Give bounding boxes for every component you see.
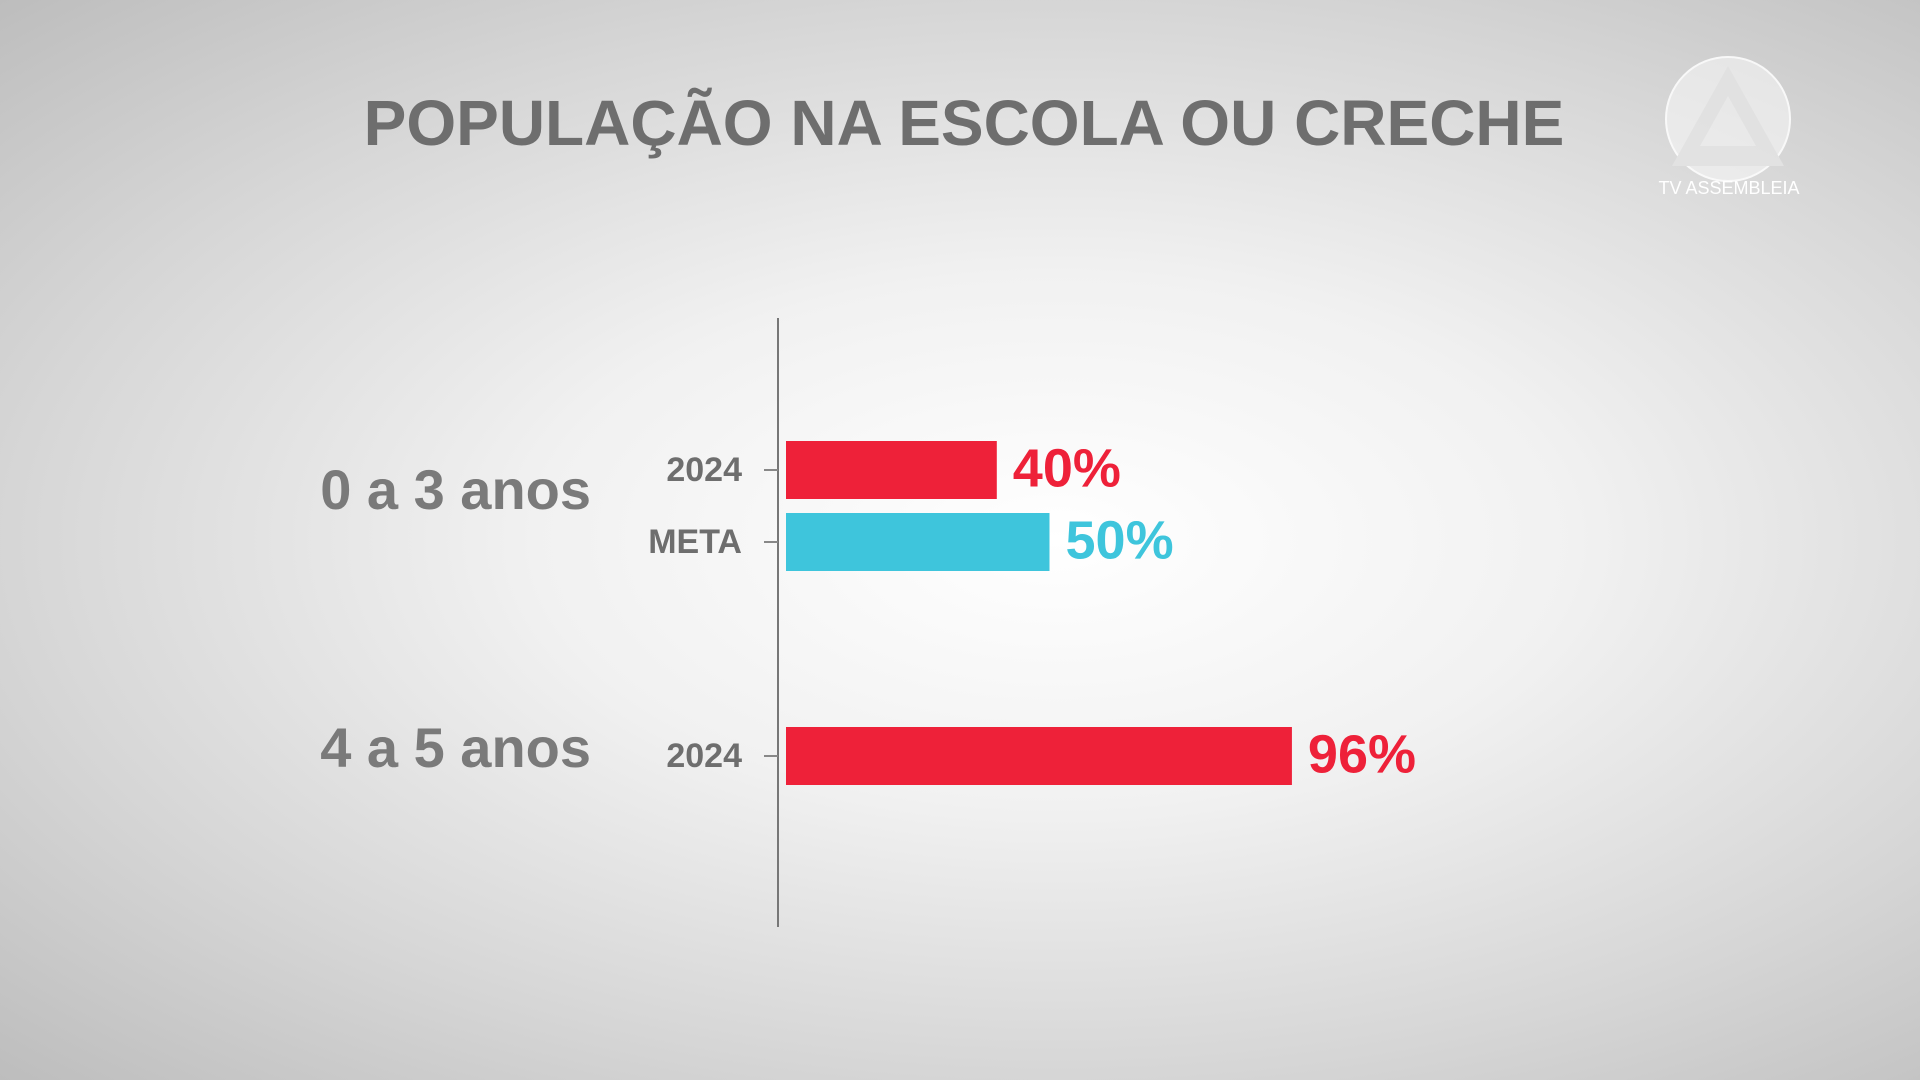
bar [786, 727, 1292, 785]
group-label: 4 a 5 anos [320, 716, 591, 779]
bar-label: 2024 [666, 451, 742, 489]
bar-label: META [648, 523, 742, 561]
value-label: 50% [1066, 510, 1174, 570]
watermark: TV ASSEMBLEIA [1658, 178, 1799, 198]
value-label: 40% [1013, 438, 1121, 498]
group-label: 0 a 3 anos [320, 458, 591, 521]
chart-title: POPULAÇÃO NA ESCOLA OU CRECHE [364, 87, 1565, 159]
bar [786, 441, 997, 499]
bar-label: 2024 [666, 737, 742, 775]
bar [786, 513, 1050, 571]
value-label: 96% [1308, 724, 1416, 784]
logo [1665, 56, 1791, 182]
